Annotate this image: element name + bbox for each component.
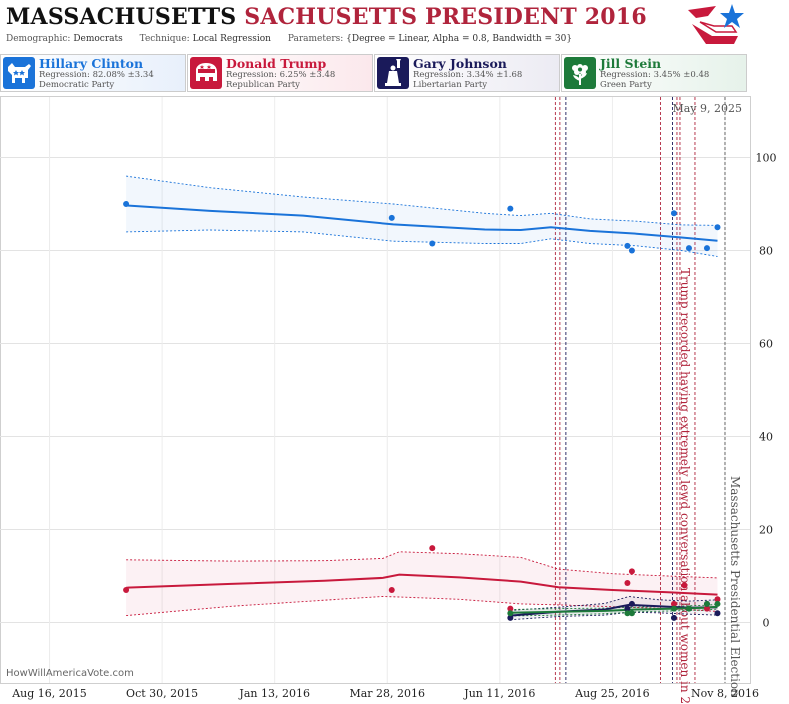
demographic-label: Demographic: [6,34,71,44]
grid-lines [0,97,750,683]
x-tick-label: Oct 30, 2015 [126,687,198,700]
gary-johnson-lower-bound [510,611,718,621]
jill-stein-poll-point [624,610,631,617]
y-tick-label: 40 [759,431,773,444]
parameters-line: Demographic: Democrats Technique: Local … [6,34,572,44]
legend-regression: Regression: 3.34% ±1.68 [413,70,523,80]
gary-johnson-poll-point [507,614,514,621]
flower-icon [564,57,596,89]
y-tick-label: 20 [759,524,773,537]
legend-item-clinton[interactable]: Hillary Clinton Regression: 82.08% ±3.34… [0,54,186,92]
parameters-value: {Degree = Linear, Alpha = 0.8, Bandwidth… [346,34,573,44]
hillary-clinton-poll-point [714,224,721,231]
title-rest: SACHUSETTS PRESIDENT 2016 [244,4,647,30]
legend-party: Republican Party [226,80,300,90]
jill-stein-lower-bound [510,608,718,617]
confidence-bands [126,175,718,621]
hillary-clinton-poll-point [429,240,436,247]
legend-party: Libertarian Party [413,80,488,90]
donald-trump-poll-point [628,568,635,575]
event-label: Massachusetts Presidential Election [728,476,742,697]
poll-points [123,200,721,621]
legend-regression: Regression: 6.25% ±3.48 [226,70,336,80]
gary-johnson-poll-point [628,600,635,607]
hillary-clinton-poll-point [703,245,710,252]
hillary-clinton-poll-point [624,242,631,249]
donkey-icon [3,57,35,89]
legend-regression: Regression: 82.08% ±3.34 [39,70,154,80]
jill-stein-upper-bound [510,603,718,610]
event-label: Trump recorded having extremely lewd con… [678,268,692,704]
technique-value: Local Regression [192,34,271,44]
y-tick-label: 60 [759,337,773,350]
legend-item-trump[interactable]: Donald Trump Regression: 6.25% ±3.48 Rep… [187,54,373,92]
gary-johnson-poll-point [714,610,721,617]
donald-trump-poll-point [388,586,395,593]
hillary-clinton-poll-point [670,210,677,217]
x-axis: Aug 16, 2015 Oct 30, 2015 Jan 13, 2016 Mar … [11,687,759,700]
jill-stein-poll-point [714,600,721,607]
x-tick-label: Mar 28, 2016 [349,687,425,700]
y-tick-label: 100 [756,151,777,164]
donald-trump-band [126,551,718,616]
y-tick-label: 0 [763,617,770,630]
jill-stein-trend-line [510,605,718,614]
hillary-clinton-upper-bound [126,175,718,226]
donald-trump-poll-point [670,600,677,607]
date-stamp: May 9, 2025 [672,102,742,115]
jill-stein-poll-point [685,605,692,612]
legend-item-johnson[interactable]: Gary Johnson Regression: 3.34% ±1.68 Lib… [374,54,560,92]
legend-name: Jill Stein [600,56,662,71]
y-axis: 0 20 40 60 80 100 [756,151,777,629]
jill-stein-poll-point [507,610,514,617]
statue-of-liberty-icon [377,57,409,89]
x-tick-label: Nov 8, 2016 [691,687,759,700]
jill-stein-poll-point [703,600,710,607]
legend-regression: Regression: 3.45% ±0.48 [600,70,710,80]
donald-trump-poll-point [624,580,631,587]
chart-title: MASSACHUSETTS SACHUSETTS PRESIDENT 2016 [6,4,647,30]
legend-party: Green Party [600,80,652,90]
legend-name: Donald Trump [226,56,327,71]
x-tick-label: Jan 13, 2016 [238,687,310,700]
site-logo-icon [688,4,744,44]
hillary-clinton-poll-point [123,200,130,207]
technique-label: Technique: [139,34,190,44]
hillary-clinton-poll-point [685,245,692,252]
plot-frame [0,96,751,684]
y-tick-label: 80 [759,244,773,257]
legend-name: Hillary Clinton [39,56,144,71]
donald-trump-poll-point [703,605,710,612]
x-tick-label: Aug 16, 2015 [11,687,87,700]
donald-trump-poll-point [429,545,436,552]
legend-item-stein[interactable]: Jill Stein Regression: 3.45% ±0.48 Green… [561,54,747,92]
hillary-clinton-band [126,176,718,257]
hillary-clinton-poll-point [628,247,635,254]
donald-trump-trend-line [126,573,718,596]
gary-johnson-upper-bound [510,596,718,611]
donald-trump-poll-point [714,596,721,603]
hillary-clinton-poll-point [388,214,395,221]
elephant-icon [190,57,222,89]
x-tick-label: Aug 25, 2016 [574,687,650,700]
parameters-label: Parameters: [287,34,344,44]
jill-stein-poll-point [628,610,635,617]
legend-party: Democratic Party [39,80,115,90]
demographic-value: Democrats [73,34,123,44]
legend-name: Gary Johnson [413,56,507,71]
donald-trump-poll-point [681,582,688,589]
gary-johnson-poll-point [670,614,677,621]
title-state: MASSACHUSETTS [6,4,237,30]
footer-credit: HowWillAmericaVote.com [6,668,134,679]
hillary-clinton-trend-line [126,204,718,242]
donald-trump-poll-point [507,605,514,612]
gary-johnson-poll-point [624,605,631,612]
x-tick-label: Jun 11, 2016 [463,687,535,700]
jill-stein-poll-point [670,605,677,612]
event-lines: Trump recorded having extremely lewd con… [554,97,742,704]
donald-trump-poll-point [123,586,130,593]
hillary-clinton-poll-point [507,205,514,212]
donald-trump-upper-bound [126,551,718,579]
